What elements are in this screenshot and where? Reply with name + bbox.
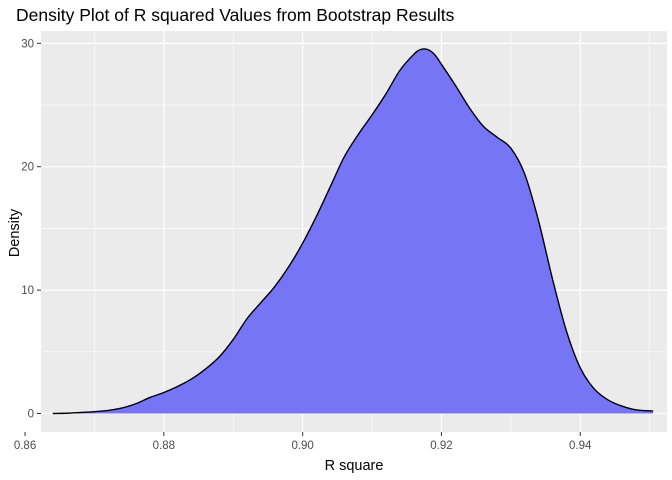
x-axis: 0.86 0.88 0.90 0.92 0.94 <box>14 432 592 452</box>
y-tick-label: 0 <box>28 408 34 420</box>
y-axis: 0 10 20 30 <box>21 38 41 420</box>
y-tick-label: 30 <box>21 38 34 50</box>
x-tick-label: 0.88 <box>153 440 175 452</box>
x-tick-label: 0.94 <box>569 440 592 452</box>
y-axis-title: Density <box>7 208 23 257</box>
x-tick-label: 0.92 <box>430 440 452 452</box>
y-tick-label: 10 <box>21 285 34 297</box>
chart-title: Density Plot of R squared Values from Bo… <box>16 5 455 25</box>
density-line <box>52 48 654 415</box>
density-area <box>52 48 654 414</box>
x-tick-label: 0.90 <box>291 440 313 452</box>
x-axis-title: R square <box>325 458 384 474</box>
y-tick-label: 20 <box>21 162 34 174</box>
x-tick-label: 0.86 <box>14 440 36 452</box>
